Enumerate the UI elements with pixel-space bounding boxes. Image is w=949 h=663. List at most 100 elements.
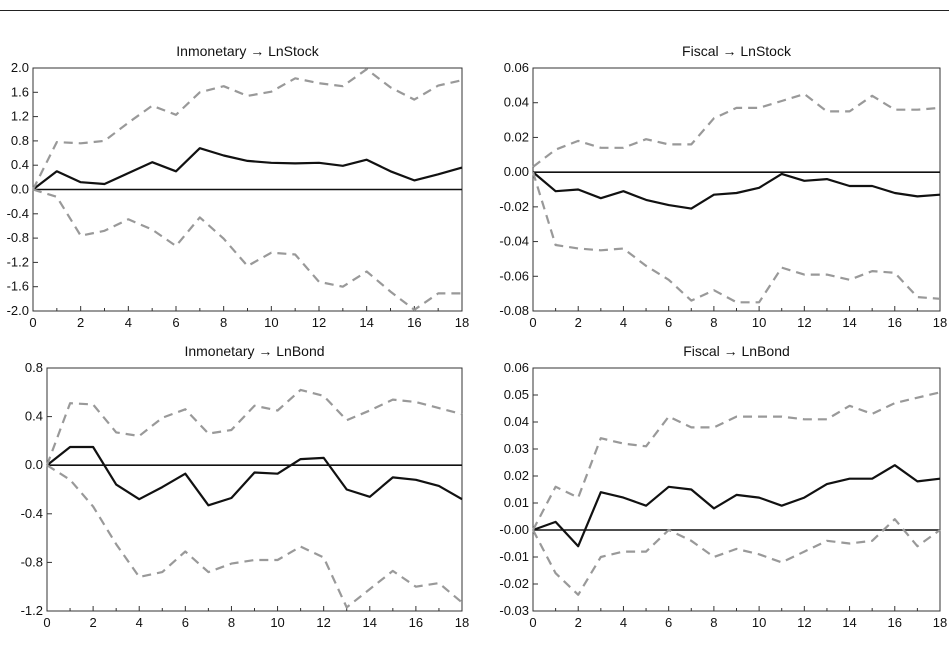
y-tick-label: -0.4 bbox=[7, 206, 29, 221]
series-line-upper bbox=[32, 68, 463, 190]
y-tick-label: -1.6 bbox=[7, 279, 29, 294]
plot-frame bbox=[532, 367, 941, 612]
y-tick-label: -0.02 bbox=[499, 199, 529, 214]
x-tick-label: 18 bbox=[455, 615, 469, 630]
x-tick-label: 16 bbox=[888, 615, 902, 630]
x-tick-label: 0 bbox=[529, 315, 536, 330]
x-tick-label: 4 bbox=[620, 315, 627, 330]
x-tick-label: 16 bbox=[407, 315, 421, 330]
y-tick-label: 0.01 bbox=[504, 495, 529, 510]
panel-title: Fiscal → LnStock bbox=[682, 43, 792, 59]
series-line-upper bbox=[532, 92, 941, 168]
x-tick-label: 18 bbox=[455, 315, 469, 330]
x-tick-label: 10 bbox=[264, 315, 278, 330]
y-tick-label: -0.8 bbox=[7, 230, 29, 245]
panel-inmonetary-lnbond: Inmonetary → LnBond -1.2 -0.8 -0.4 0.0 0.4 0.… bbox=[21, 343, 470, 630]
y-tick-label: -0.08 bbox=[499, 303, 529, 318]
x-tick-label: 4 bbox=[125, 315, 132, 330]
y-tick-label: 0.0 bbox=[11, 182, 29, 197]
x-tick-label: 2 bbox=[575, 315, 582, 330]
series-line-lower bbox=[32, 188, 462, 311]
x-tick-label: 12 bbox=[797, 615, 811, 630]
series-line-response bbox=[32, 147, 463, 191]
x-tick-label: 12 bbox=[316, 615, 330, 630]
x-tick-label: 8 bbox=[710, 315, 717, 330]
x-tick-label: 14 bbox=[359, 315, 373, 330]
y-tick-label: 0.00 bbox=[504, 164, 529, 179]
x-tick-label: 6 bbox=[665, 315, 672, 330]
y-tick-label: 0.05 bbox=[504, 387, 529, 402]
series-line-response bbox=[46, 445, 463, 507]
x-tick-label: 10 bbox=[752, 315, 766, 330]
x-tick-label: 8 bbox=[220, 315, 227, 330]
series-line-lower bbox=[531, 171, 941, 304]
y-tick-label: 0.4 bbox=[25, 409, 43, 424]
x-tick-label: 4 bbox=[136, 615, 143, 630]
top-rule bbox=[0, 10, 949, 11]
panel-fiscal-lnstock: Fiscal → LnStock -0.08 -0.06 -0.04 -0.02 0.0… bbox=[499, 43, 947, 330]
plot-frame bbox=[532, 67, 941, 312]
series-line-upper bbox=[532, 391, 941, 531]
y-tick-label: -0.06 bbox=[499, 268, 529, 283]
series-line-response bbox=[532, 171, 941, 210]
y-tick-label: 0.03 bbox=[504, 441, 529, 456]
x-tick-label: 14 bbox=[842, 315, 856, 330]
y-tick-label: 2.0 bbox=[11, 60, 29, 75]
x-tick-label: 10 bbox=[270, 615, 284, 630]
plot-frame bbox=[46, 367, 463, 612]
panel-title: Fiscal → LnBond bbox=[683, 343, 790, 359]
y-tick-label: -0.04 bbox=[499, 234, 529, 249]
y-tick-label: 0.8 bbox=[25, 360, 43, 375]
y-tick-label: -0.8 bbox=[21, 554, 43, 569]
y-tick-label: -2.0 bbox=[7, 303, 29, 318]
series-line-lower bbox=[532, 518, 941, 596]
x-tick-label: 2 bbox=[89, 615, 96, 630]
x-tick-label: 12 bbox=[312, 315, 326, 330]
x-tick-label: 2 bbox=[575, 615, 582, 630]
y-tick-label: 0.04 bbox=[504, 414, 529, 429]
x-tick-label: 0 bbox=[529, 615, 536, 630]
y-tick-label: 0.02 bbox=[504, 129, 529, 144]
panel-title: Inmonetary → LnBond bbox=[184, 343, 324, 359]
x-tick-label: 12 bbox=[797, 315, 811, 330]
y-tick-label: 1.2 bbox=[11, 109, 29, 124]
panel-fiscal-lnbond: Fiscal → LnBond -0.03 -0.02 -0.01 -0.00 0.01… bbox=[499, 343, 947, 630]
x-tick-label: 16 bbox=[409, 615, 423, 630]
panel-title: Inmonetary → LnStock bbox=[176, 43, 319, 59]
x-tick-label: 10 bbox=[752, 615, 766, 630]
y-tick-label: -0.4 bbox=[21, 506, 43, 521]
x-tick-label: 2 bbox=[77, 315, 84, 330]
y-tick-label: -0.02 bbox=[499, 576, 529, 591]
x-tick-label: 14 bbox=[363, 615, 377, 630]
series-line-upper bbox=[45, 388, 463, 466]
panel-inmonetary-lnstock: Inmonetary → LnStock -2.0 -1.6 -1.2 -0.8 -0.… bbox=[7, 43, 470, 330]
x-tick-label: 6 bbox=[172, 315, 179, 330]
y-tick-label: 0.04 bbox=[504, 95, 529, 110]
y-tick-label: -1.2 bbox=[7, 254, 29, 269]
y-tick-label: 0.06 bbox=[504, 60, 529, 75]
x-tick-label: 6 bbox=[182, 615, 189, 630]
y-tick-label: -0.03 bbox=[499, 603, 529, 618]
x-tick-label: 18 bbox=[933, 315, 947, 330]
series-line-response bbox=[532, 464, 941, 548]
y-tick-label: 0.0 bbox=[25, 457, 43, 472]
x-tick-label: 8 bbox=[228, 615, 235, 630]
series-line-lower bbox=[46, 464, 463, 609]
y-tick-label: 1.6 bbox=[11, 84, 29, 99]
x-tick-label: 6 bbox=[665, 615, 672, 630]
y-tick-label: 0.06 bbox=[504, 360, 529, 375]
y-tick-label: -1.2 bbox=[21, 603, 43, 618]
x-tick-label: 18 bbox=[933, 615, 947, 630]
x-tick-label: 4 bbox=[620, 615, 627, 630]
x-tick-label: 14 bbox=[842, 615, 856, 630]
y-tick-label: -0.00 bbox=[499, 522, 529, 537]
x-tick-label: 0 bbox=[43, 615, 50, 630]
y-tick-label: 0.8 bbox=[11, 133, 29, 148]
y-tick-label: 0.02 bbox=[504, 468, 529, 483]
x-tick-label: 8 bbox=[710, 615, 717, 630]
x-tick-label: 0 bbox=[29, 315, 36, 330]
y-tick-label: -0.01 bbox=[499, 549, 529, 564]
y-tick-label: 0.4 bbox=[11, 157, 29, 172]
x-tick-label: 16 bbox=[888, 315, 902, 330]
